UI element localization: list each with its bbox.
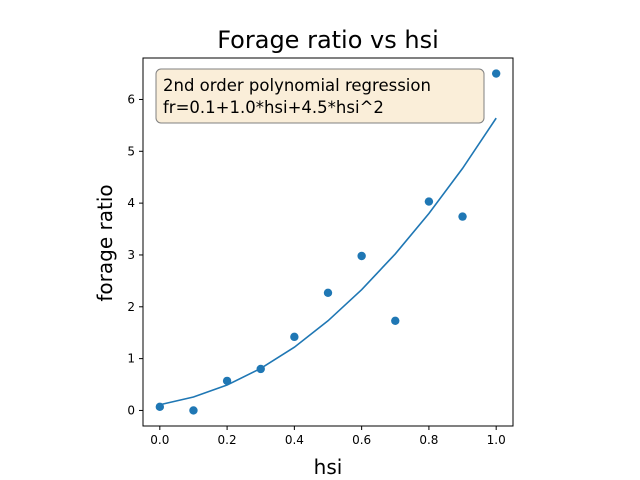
data-point [458,212,467,221]
data-point [323,288,333,297]
annotation-background [155,68,485,124]
y-tick-label: 1 [127,352,135,366]
annotation-line-1: 2nd order polynomial regression [163,76,431,95]
annotation-box: 2nd order polynomial regression fr=0.1+1… [155,68,485,124]
x-tick-label: 0.8 [419,433,438,447]
data-point [256,364,265,374]
data-point [290,332,299,342]
x-tick-label: 0.0 [150,433,169,447]
y-tick-label: 5 [127,144,135,158]
y-tick-label: 4 [127,196,135,210]
y-tick-label: 6 [127,92,135,106]
data-point [491,69,501,78]
annotation-line-2: fr=0.1+1.0*hsi+4.5*hsi^2 [163,98,384,117]
data-point [357,251,366,261]
y-tick-label: 3 [127,248,135,262]
y-axis-label: forage ratio [93,184,117,301]
x-tick-label: 0.2 [218,433,237,447]
y-axis-ticks: 0 1 2 3 4 5 6 [127,92,143,417]
data-point [424,197,434,206]
data-point [222,376,232,386]
y-tick-label: 0 [127,403,135,417]
data-point [155,402,165,412]
data-point [391,316,400,325]
x-axis-label: hsi [314,455,343,479]
data-point [189,406,198,415]
x-tick-label: 1.0 [487,433,506,447]
regression-line [159,117,497,406]
x-tick-label: 0.4 [285,433,304,447]
x-axis-ticks: 0.0 0.2 0.4 0.6 0.8 1.0 [150,426,506,447]
chart-title: Forage ratio vs hsi [217,26,439,54]
x-tick-label: 0.6 [352,433,371,447]
y-tick-label: 2 [127,300,135,314]
data-marks [155,69,501,415]
